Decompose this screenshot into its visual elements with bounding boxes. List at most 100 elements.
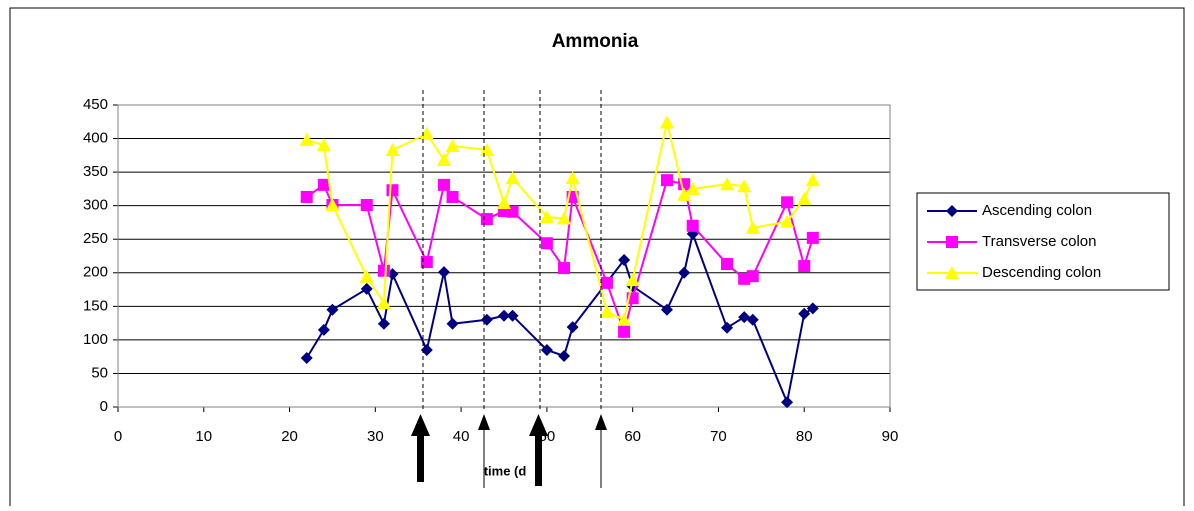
marker bbox=[599, 304, 614, 318]
marker bbox=[505, 171, 520, 185]
marker bbox=[359, 269, 374, 283]
marker bbox=[326, 303, 339, 316]
arrow-head bbox=[595, 414, 607, 430]
legend-label: Descending colon bbox=[982, 264, 1101, 281]
marker bbox=[385, 142, 400, 156]
marker bbox=[540, 237, 553, 250]
marker bbox=[325, 197, 340, 211]
marker bbox=[377, 264, 390, 277]
marker bbox=[946, 236, 958, 248]
marker bbox=[540, 343, 553, 356]
marker bbox=[558, 262, 571, 275]
marker bbox=[376, 295, 391, 309]
annotations bbox=[422, 90, 602, 412]
series-layer bbox=[299, 115, 820, 409]
legend-entries: Ascending colon Transverse colon Descendin… bbox=[927, 202, 1101, 281]
y-tick-label: 350 bbox=[83, 163, 108, 180]
marker bbox=[446, 317, 459, 330]
x-tick-label: 60 bbox=[624, 428, 641, 445]
marker bbox=[317, 323, 330, 336]
y-tick-label: 0 bbox=[100, 398, 108, 415]
marker bbox=[806, 302, 819, 315]
marker bbox=[299, 132, 314, 146]
x-tick-label: 20 bbox=[281, 428, 298, 445]
marker bbox=[420, 256, 433, 269]
marker bbox=[316, 138, 331, 152]
arrow-head bbox=[478, 414, 490, 430]
marker bbox=[419, 126, 434, 140]
marker bbox=[746, 313, 759, 326]
x-tick-label: 0 bbox=[114, 428, 122, 445]
marker bbox=[745, 220, 760, 234]
marker bbox=[506, 205, 519, 218]
marker bbox=[721, 321, 734, 334]
y-tick-label: 300 bbox=[83, 197, 108, 214]
chart-title: Ammonia bbox=[552, 31, 639, 52]
marker bbox=[377, 317, 390, 330]
marker bbox=[685, 181, 700, 195]
arrow-head bbox=[529, 414, 548, 436]
marker bbox=[737, 179, 752, 193]
marker bbox=[618, 254, 631, 267]
marker bbox=[437, 266, 450, 279]
arrow-thick bbox=[535, 434, 542, 486]
marker bbox=[497, 195, 511, 209]
y-tick-label: 150 bbox=[83, 297, 108, 314]
marker bbox=[678, 266, 691, 279]
marker bbox=[600, 276, 613, 289]
marker bbox=[539, 210, 554, 224]
y-tick-label: 250 bbox=[83, 230, 108, 247]
marker bbox=[677, 187, 692, 201]
marker bbox=[566, 321, 579, 334]
marker bbox=[781, 396, 794, 409]
marker bbox=[721, 258, 734, 271]
marker bbox=[806, 231, 819, 244]
marker bbox=[625, 273, 640, 287]
marker bbox=[720, 177, 735, 191]
x-tick-label: 40 bbox=[453, 428, 470, 445]
marker bbox=[480, 213, 493, 226]
x-tick-label: 70 bbox=[710, 428, 727, 445]
marker bbox=[437, 178, 450, 191]
plot-frame bbox=[117, 104, 891, 408]
marker bbox=[506, 309, 519, 322]
y-tick-label: 400 bbox=[83, 130, 108, 147]
marker bbox=[686, 219, 699, 232]
marker bbox=[945, 266, 959, 279]
marker bbox=[436, 153, 451, 167]
x-tick-label: 80 bbox=[796, 428, 813, 445]
arrow-head bbox=[411, 414, 430, 436]
marker bbox=[300, 190, 313, 203]
x-axis-label: time (d bbox=[484, 463, 527, 478]
marker bbox=[660, 303, 673, 316]
x-tick-label: 90 bbox=[882, 428, 899, 445]
marker bbox=[360, 198, 373, 211]
marker bbox=[798, 260, 811, 273]
marker bbox=[746, 270, 759, 283]
marker bbox=[618, 325, 631, 338]
y-tick-label: 200 bbox=[83, 264, 108, 281]
marker bbox=[797, 191, 812, 205]
marker bbox=[498, 309, 510, 322]
arrows bbox=[411, 414, 607, 488]
marker bbox=[386, 184, 399, 197]
y-tick-label: 450 bbox=[83, 96, 108, 113]
marker bbox=[300, 352, 313, 365]
marker bbox=[780, 214, 795, 228]
y-tick-label: 100 bbox=[83, 331, 108, 348]
marker bbox=[660, 174, 673, 187]
marker bbox=[781, 196, 794, 209]
x-tick-label: 10 bbox=[195, 428, 212, 445]
marker bbox=[798, 307, 811, 320]
marker bbox=[445, 138, 460, 152]
legend-label: Ascending colon bbox=[982, 202, 1092, 219]
marker bbox=[557, 211, 572, 225]
marker bbox=[558, 349, 571, 362]
legend-label: Transverse colon bbox=[982, 233, 1097, 250]
y-tick-label: 50 bbox=[91, 364, 108, 381]
x-tick-label: 30 bbox=[367, 428, 384, 445]
marker bbox=[659, 115, 674, 129]
